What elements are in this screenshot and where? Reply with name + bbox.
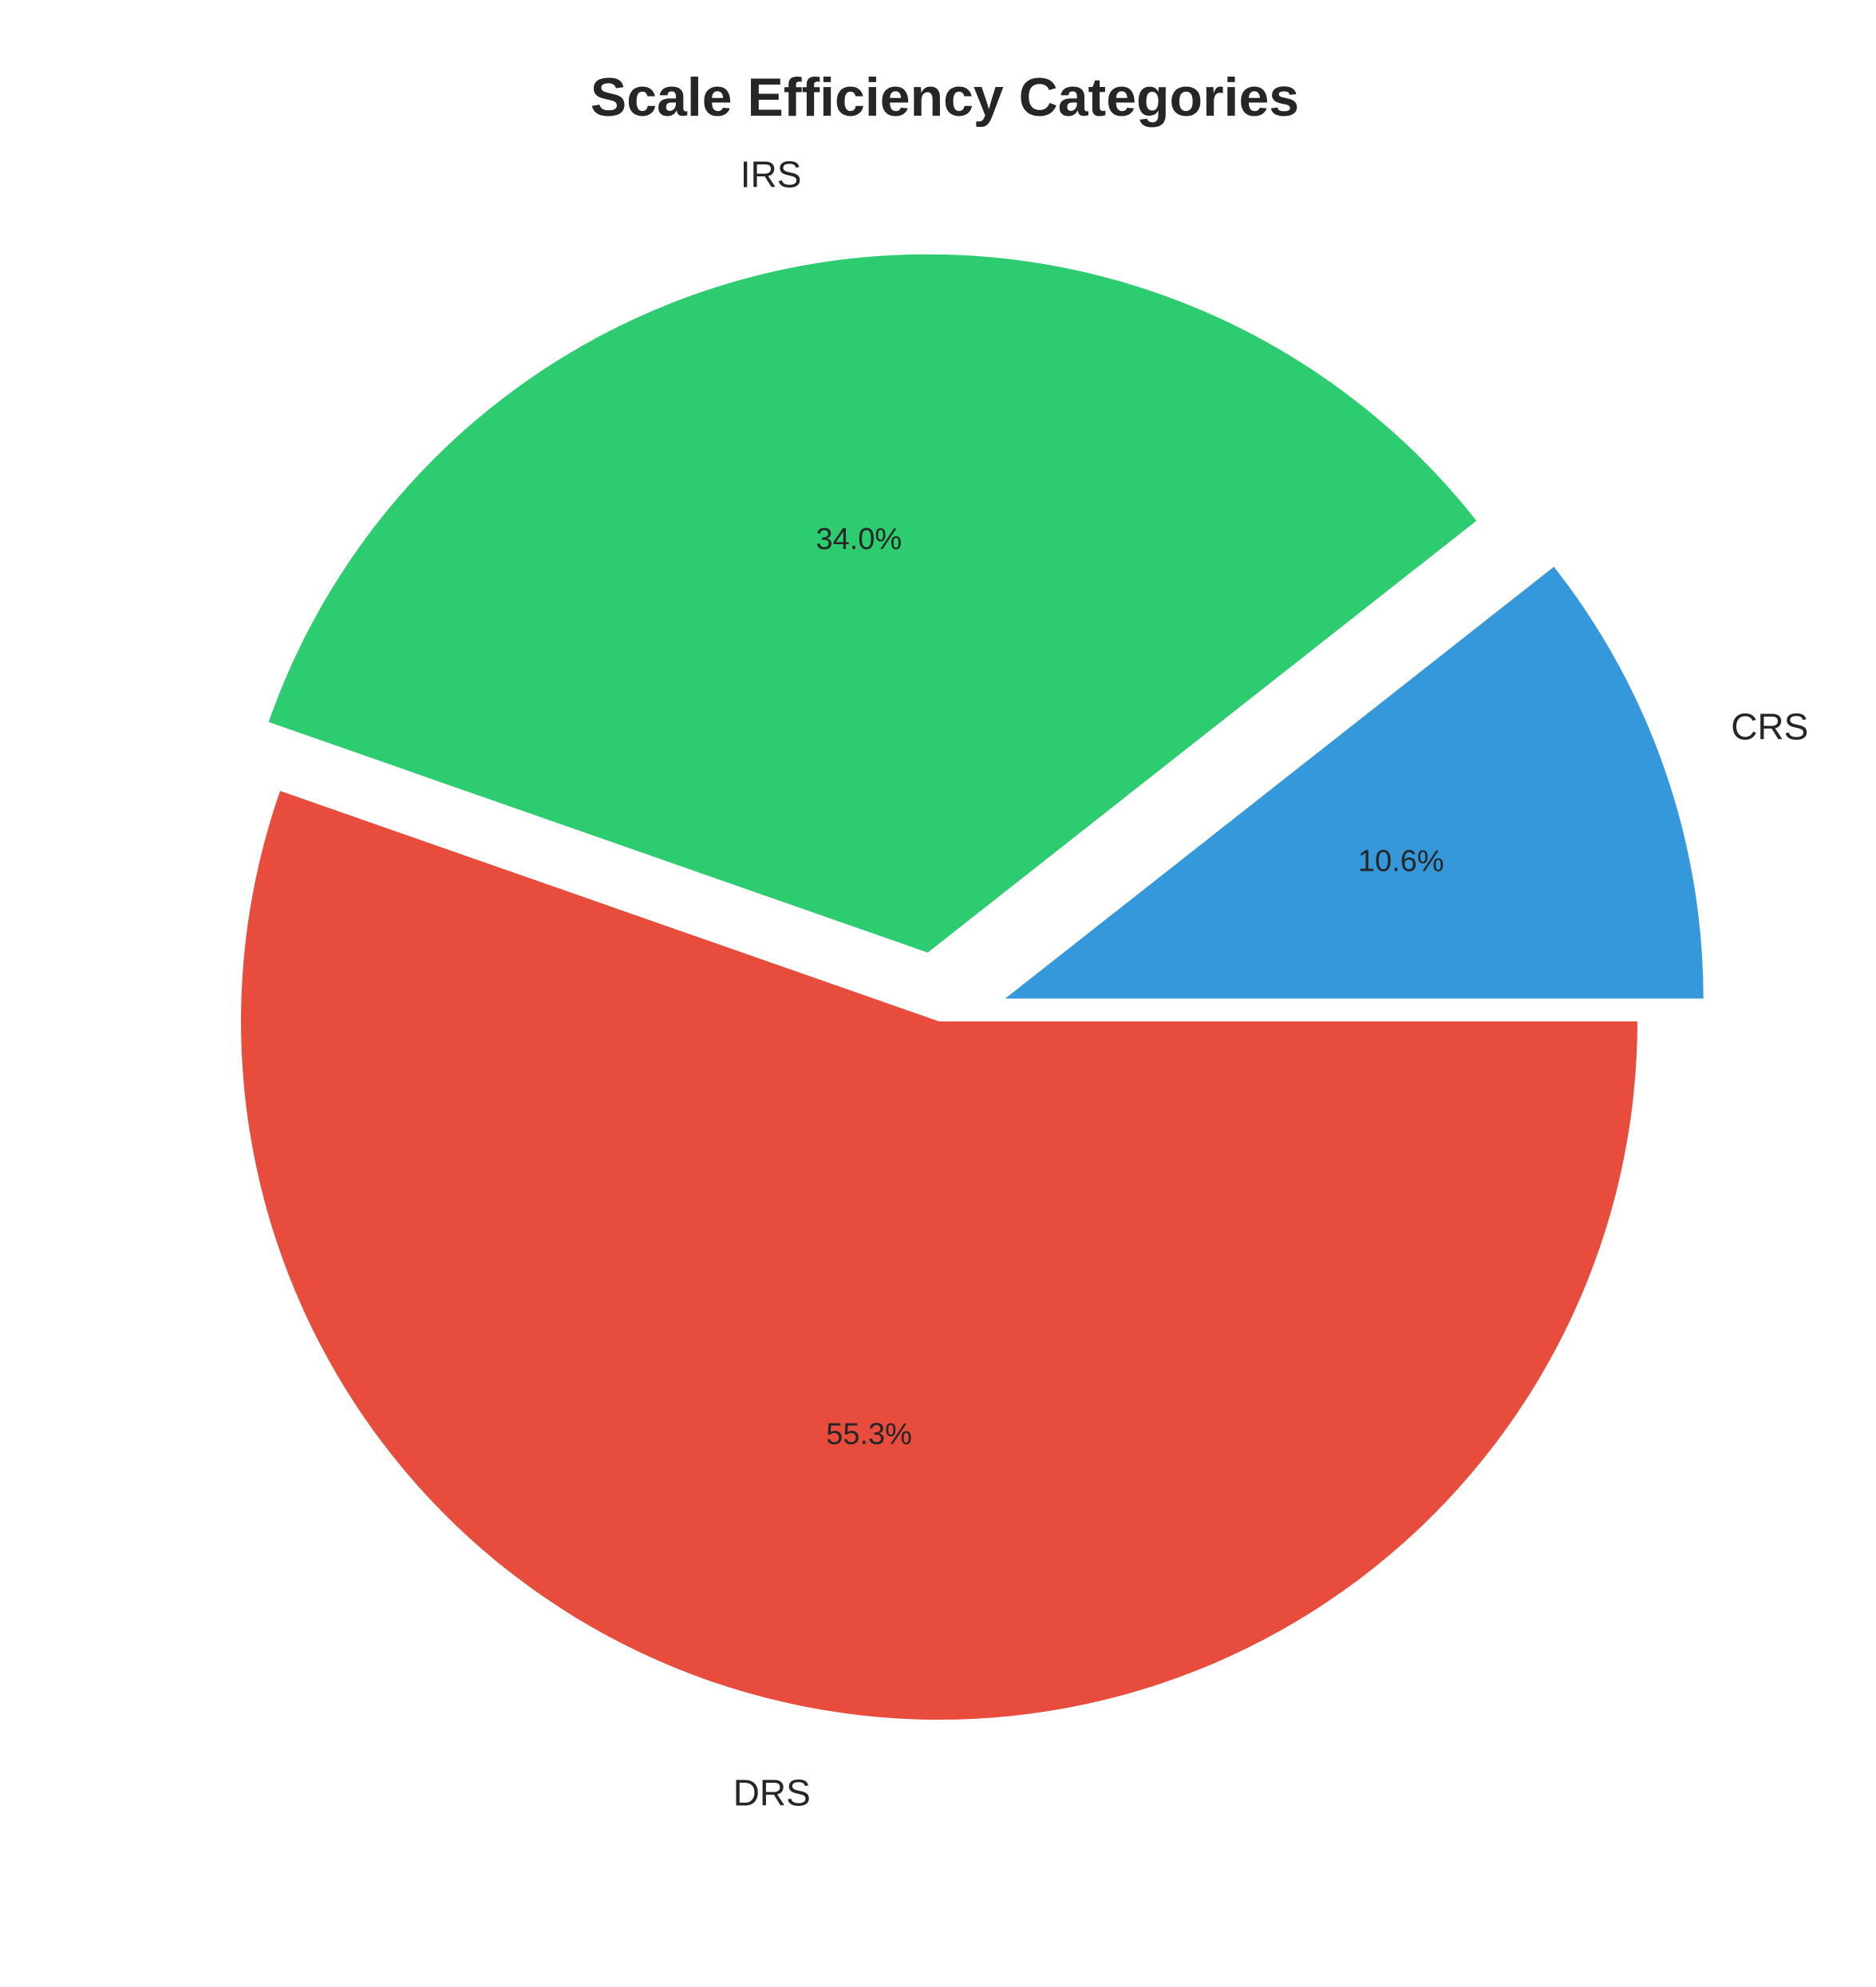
- slice-label-crs: CRS: [1731, 705, 1808, 747]
- slices-layer: [240, 254, 1704, 1720]
- pct-label-drs: 55.3%: [826, 1418, 912, 1452]
- pct-label-irs: 34.0%: [816, 523, 902, 556]
- pie-slice-drs: [240, 791, 1637, 1720]
- chart-title: Scale Efficiency Categories: [590, 67, 1299, 128]
- labels-layer: DRS 55.3% IRS 34.0% CRS 10.6%: [733, 153, 1809, 1813]
- pct-label-crs: 10.6%: [1358, 845, 1444, 879]
- slice-label-drs: DRS: [733, 1772, 811, 1814]
- pie-slice-irs: [268, 254, 1477, 953]
- pie-slice-crs: [1005, 567, 1704, 999]
- slice-label-irs: IRS: [741, 153, 802, 195]
